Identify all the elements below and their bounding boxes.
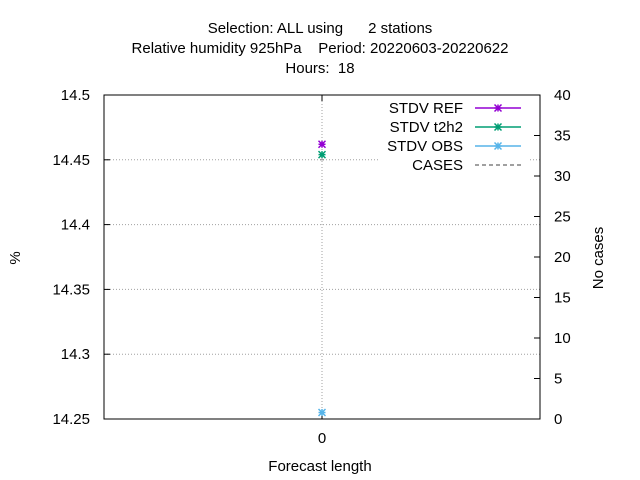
y2-tick-label: 40: [554, 87, 571, 104]
y2-tick-label: 5: [554, 371, 562, 388]
y-tick-label: 14.4: [61, 217, 90, 234]
y-axis-label: %: [7, 251, 24, 264]
y2-tick-label: 20: [554, 249, 571, 266]
marker-stroke: [493, 122, 503, 132]
legend-label: STDV REF: [389, 100, 463, 117]
y-tick-label: 14.45: [52, 152, 90, 169]
y2-axis: 0 5 10 15 20 25 30 35 40: [534, 87, 571, 428]
x-axis-label: Forecast length: [268, 458, 371, 475]
marker-core: [320, 410, 324, 415]
data-point: [317, 150, 327, 159]
y2-tick-label: 0: [554, 411, 562, 428]
marker-core: [320, 142, 324, 147]
legend-background: [378, 98, 530, 176]
data-point: [317, 408, 327, 417]
y2-tick-label: 10: [554, 330, 571, 347]
marker-stroke: [493, 103, 503, 113]
legend-marker: [493, 122, 503, 132]
x-tick-label: 0: [318, 430, 326, 447]
y-tick-label: 14.3: [61, 346, 90, 363]
y2-tick-label: 30: [554, 168, 571, 185]
chart-title: Selection: ALL using 2 stations Relative …: [132, 20, 509, 77]
marker-stroke: [493, 141, 503, 151]
y-axis: 14.25 14.3 14.35 14.4 14.45 14.5: [52, 87, 110, 428]
y2-tick-label: 25: [554, 209, 571, 226]
title-line: Relative humidity 925hPa Period: 2022060…: [132, 40, 509, 57]
title-line: Selection: ALL using 2 stations: [208, 20, 433, 37]
data-point: [317, 140, 327, 149]
legend-label: STDV t2h2: [390, 119, 463, 136]
legend-marker: [493, 141, 503, 151]
data-points: [317, 140, 327, 417]
title-line: Hours: 18: [285, 60, 354, 77]
legend: STDV REF STDV t2h2 STDV OBS CASES: [378, 98, 530, 176]
y-tick-label: 14.25: [52, 411, 90, 428]
legend-marker: [493, 103, 503, 113]
y2-tick-label: 35: [554, 128, 571, 145]
legend-label: STDV OBS: [387, 138, 463, 155]
legend-label: CASES: [412, 157, 463, 174]
y-tick-label: 14.5: [61, 87, 90, 104]
marker-core: [320, 152, 324, 157]
y-tick-label: 14.35: [52, 281, 90, 298]
y2-axis-label: No cases: [590, 227, 607, 290]
y2-tick-label: 15: [554, 290, 571, 307]
